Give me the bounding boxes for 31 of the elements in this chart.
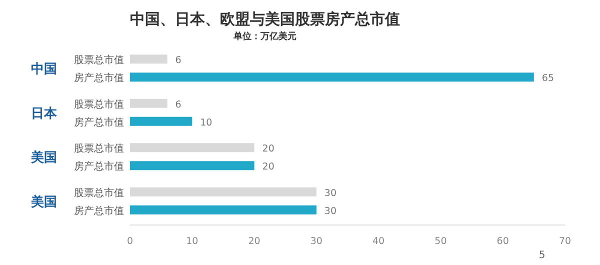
- data-label: 30: [324, 188, 337, 199]
- x-tick-label: 70: [558, 236, 572, 247]
- x-tick-label: 60: [496, 236, 509, 247]
- x-tick-label: 20: [248, 236, 260, 247]
- text: 房产总市值: [74, 162, 124, 173]
- text: 股票总市值: [74, 188, 124, 199]
- data-label: 10: [200, 117, 212, 128]
- x-tick-label: 40: [372, 236, 385, 247]
- text: 5: [538, 250, 546, 261]
- text: 股票总市值: [74, 144, 124, 155]
- data-label: 20: [262, 144, 274, 155]
- text: 房产总市值: [74, 117, 124, 128]
- y-tick-label: 美国: [30, 194, 57, 210]
- data-label: 20: [262, 162, 274, 173]
- chart-title: 中国、日本、欧盟与美国股票房产总市值: [130, 10, 400, 28]
- x-tick-label: 0: [126, 236, 134, 247]
- data-label: 6: [175, 99, 182, 110]
- data-label: 30: [324, 206, 337, 217]
- series-label: 房产总市值: [74, 72, 124, 84]
- chart-subtitle: 单位：万亿美元: [232, 31, 296, 42]
- y-tick-label: 美国: [30, 150, 57, 166]
- y-tick-label: 中国: [31, 62, 57, 78]
- text: 股票总市值: [74, 99, 124, 110]
- x-tick-label: 50: [434, 236, 447, 247]
- data-label: 6: [175, 55, 182, 66]
- y-tick-label: 日本: [31, 106, 58, 122]
- x-tick-label: 10: [186, 236, 198, 247]
- x-tick-label: 30: [310, 236, 322, 247]
- text: 房产总市值: [74, 206, 124, 217]
- data-label: 65: [542, 73, 554, 84]
- series-label: 股票总市值: [74, 54, 124, 66]
